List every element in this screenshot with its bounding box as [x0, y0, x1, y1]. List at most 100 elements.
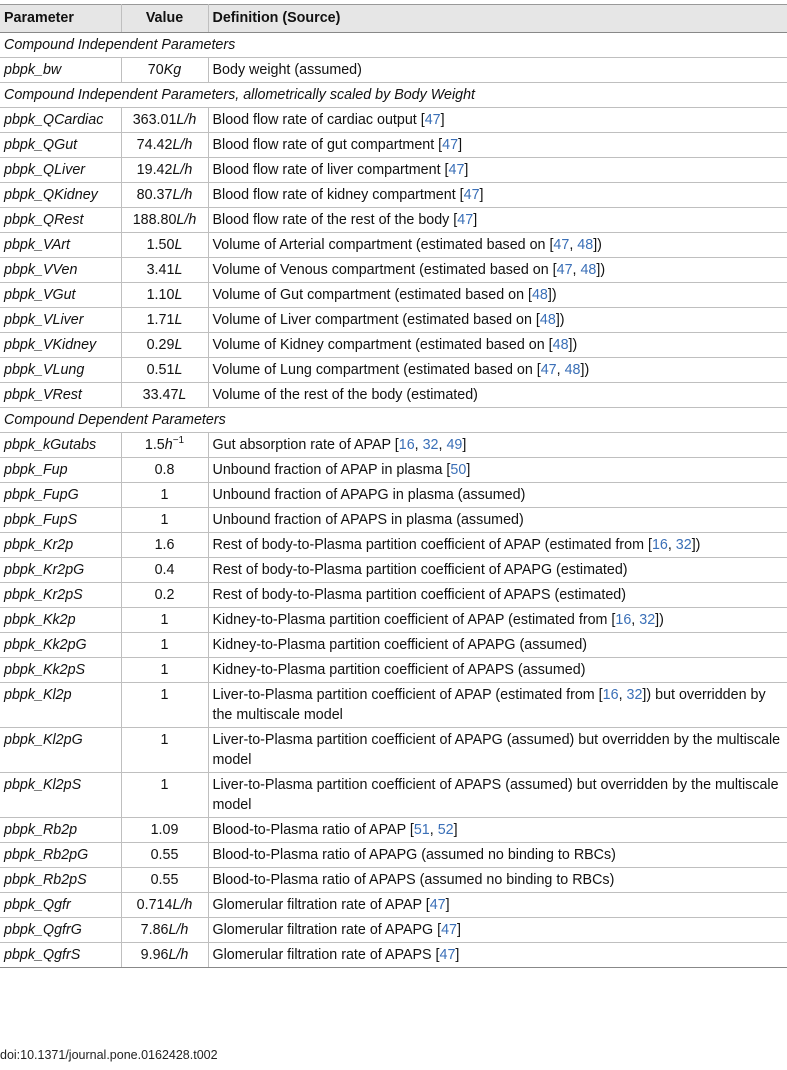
- parameter-definition: Blood flow rate of cardiac output [47]: [208, 107, 787, 133]
- definition-text: Blood-to-Plasma ratio of APAPS (assumed …: [212, 872, 615, 888]
- reference-link[interactable]: 47: [457, 212, 474, 228]
- parameter-definition: Volume of Liver compartment (estimated b…: [208, 307, 787, 333]
- value-number: 0.714: [136, 897, 173, 913]
- parameter-name: pbpk_kGutabs: [0, 432, 122, 458]
- parameter-value: 0.55: [121, 842, 209, 868]
- reference-link[interactable]: 16: [398, 437, 415, 453]
- section-row: Compound Independent Parameters, allomet…: [0, 82, 787, 108]
- reference-link[interactable]: 48: [531, 287, 548, 303]
- parameter-definition: Liver-to-Plasma partition coefficient of…: [208, 682, 787, 728]
- reference-link[interactable]: 47: [556, 262, 573, 278]
- parameter-name: pbpk_VRest: [0, 382, 122, 408]
- value-exponent: −1: [172, 435, 185, 447]
- value-number: 1: [160, 777, 169, 793]
- definition-text: Glomerular filtration rate of APAPS [: [212, 947, 440, 963]
- parameter-value: 0.8: [121, 457, 209, 483]
- reference-link[interactable]: 52: [437, 822, 454, 838]
- reference-link[interactable]: 47: [553, 237, 570, 253]
- reference-link[interactable]: 47: [540, 362, 557, 378]
- reference-link[interactable]: 47: [448, 162, 465, 178]
- section-row: Compound Independent Parameters: [0, 32, 787, 58]
- parameter-value: 1: [121, 632, 209, 658]
- reference-link[interactable]: 47: [424, 112, 441, 128]
- reference-link[interactable]: 32: [626, 687, 643, 703]
- definition-text: ]: [445, 897, 450, 913]
- table-row: pbpk_Kk2pS 1 Kidney-to-Plasma partition co…: [0, 657, 787, 683]
- value-number: 1.50: [146, 237, 175, 253]
- definition-text: ,: [618, 687, 627, 703]
- value-unit: L: [178, 387, 187, 403]
- parameter-value: 7.86L/h: [121, 917, 209, 943]
- reference-link[interactable]: 49: [446, 437, 463, 453]
- reference-link[interactable]: 47: [441, 922, 457, 938]
- reference-link[interactable]: 50: [450, 462, 467, 478]
- parameter-value: 19.42L/h: [121, 157, 209, 183]
- reference-link[interactable]: 32: [639, 612, 656, 628]
- parameter-definition: Glomerular filtration rate of APAP [47]: [208, 892, 787, 918]
- definition-text: Rest of body-to-Plasma partition coeffic…: [212, 587, 626, 603]
- value-unit: L: [174, 362, 183, 378]
- table-row: pbpk_Kk2p 1 Kidney-to-Plasma partition coe…: [0, 607, 787, 633]
- reference-link[interactable]: 16: [615, 612, 632, 628]
- value-unit: L: [174, 337, 183, 353]
- table-row: pbpk_Rb2pS 0.55 Blood-to-Plasma ratio of A…: [0, 867, 787, 893]
- parameter-definition: Glomerular filtration rate of APAPG [47]: [208, 917, 787, 943]
- reference-link[interactable]: 47: [442, 137, 459, 153]
- reference-link[interactable]: 16: [651, 537, 668, 553]
- value-unit: L/h: [168, 922, 189, 938]
- value-number: 9.96: [140, 947, 169, 963]
- reference-link[interactable]: 48: [577, 237, 594, 253]
- definition-text: ]: [440, 112, 445, 128]
- parameter-value: 1.09: [121, 817, 209, 843]
- parameter-value: 1: [121, 657, 209, 683]
- table-row: pbpk_VGut 1.10L Volume of Gut compartment …: [0, 282, 787, 308]
- parameter-name: pbpk_Rb2p: [0, 817, 122, 843]
- reference-link[interactable]: 47: [463, 187, 480, 203]
- parameter-definition: Rest of body-to-Plasma partition coeffic…: [208, 532, 787, 558]
- parameter-name: pbpk_VGut: [0, 282, 122, 308]
- value-unit: L/h: [168, 947, 189, 963]
- table-row: pbpk_QCardiac 363.01L/h Blood flow rate of…: [0, 107, 787, 133]
- parameter-definition: Unbound fraction of APAP in plasma [50]: [208, 457, 787, 483]
- parameter-name: pbpk_VLung: [0, 357, 122, 383]
- parameter-value: 1: [121, 682, 209, 728]
- definition-text: ]): [555, 312, 565, 328]
- value-number: 1.5: [144, 437, 165, 453]
- parameter-name: pbpk_Kr2p: [0, 532, 122, 558]
- reference-link[interactable]: 47: [439, 947, 456, 963]
- parameter-name: pbpk_Kr2pG: [0, 557, 122, 583]
- parameter-value: 1: [121, 482, 209, 508]
- reference-link[interactable]: 48: [564, 362, 581, 378]
- value-unit: L: [174, 237, 183, 253]
- value-number: 1.6: [154, 537, 175, 553]
- reference-link[interactable]: 48: [580, 262, 597, 278]
- definition-text: Kidney-to-Plasma partition coefficient o…: [212, 662, 586, 678]
- parameter-definition: Rest of body-to-Plasma partition coeffic…: [208, 582, 787, 608]
- definition-text: Unbound fraction of APAP in plasma [: [212, 462, 451, 478]
- table-row: pbpk_Kr2p 1.6 Rest of body-to-Plasma parti…: [0, 532, 787, 558]
- reference-link[interactable]: 48: [552, 337, 569, 353]
- definition-text: ,: [414, 437, 423, 453]
- value-unit: L: [174, 262, 183, 278]
- value-number: 1: [160, 687, 169, 703]
- reference-link[interactable]: 16: [602, 687, 619, 703]
- reference-link[interactable]: 51: [413, 822, 430, 838]
- definition-text: ,: [556, 362, 565, 378]
- parameter-value: 0.51L: [121, 357, 209, 383]
- table-row: pbpk_Rb2p 1.09 Blood-to-Plasma ratio of AP…: [0, 817, 787, 843]
- reference-link[interactable]: 32: [422, 437, 439, 453]
- parameter-name: pbpk_QgfrS: [0, 942, 122, 968]
- table-header-row: Parameter Value Definition (Source): [0, 4, 787, 33]
- table-row: pbpk_Kk2pG 1 Kidney-to-Plasma partition co…: [0, 632, 787, 658]
- parameter-name: pbpk_FupS: [0, 507, 122, 533]
- parameter-name: pbpk_QCardiac: [0, 107, 122, 133]
- reference-link[interactable]: 48: [539, 312, 556, 328]
- reference-link[interactable]: 32: [675, 537, 692, 553]
- definition-text: ,: [572, 262, 581, 278]
- definition-text: ,: [631, 612, 640, 628]
- definition-text: Liver-to-Plasma partition coefficient of…: [212, 687, 603, 703]
- reference-link[interactable]: 47: [429, 897, 446, 913]
- value-number: 1.09: [150, 822, 179, 838]
- parameter-name: pbpk_QGut: [0, 132, 122, 158]
- definition-text: ]): [655, 612, 664, 628]
